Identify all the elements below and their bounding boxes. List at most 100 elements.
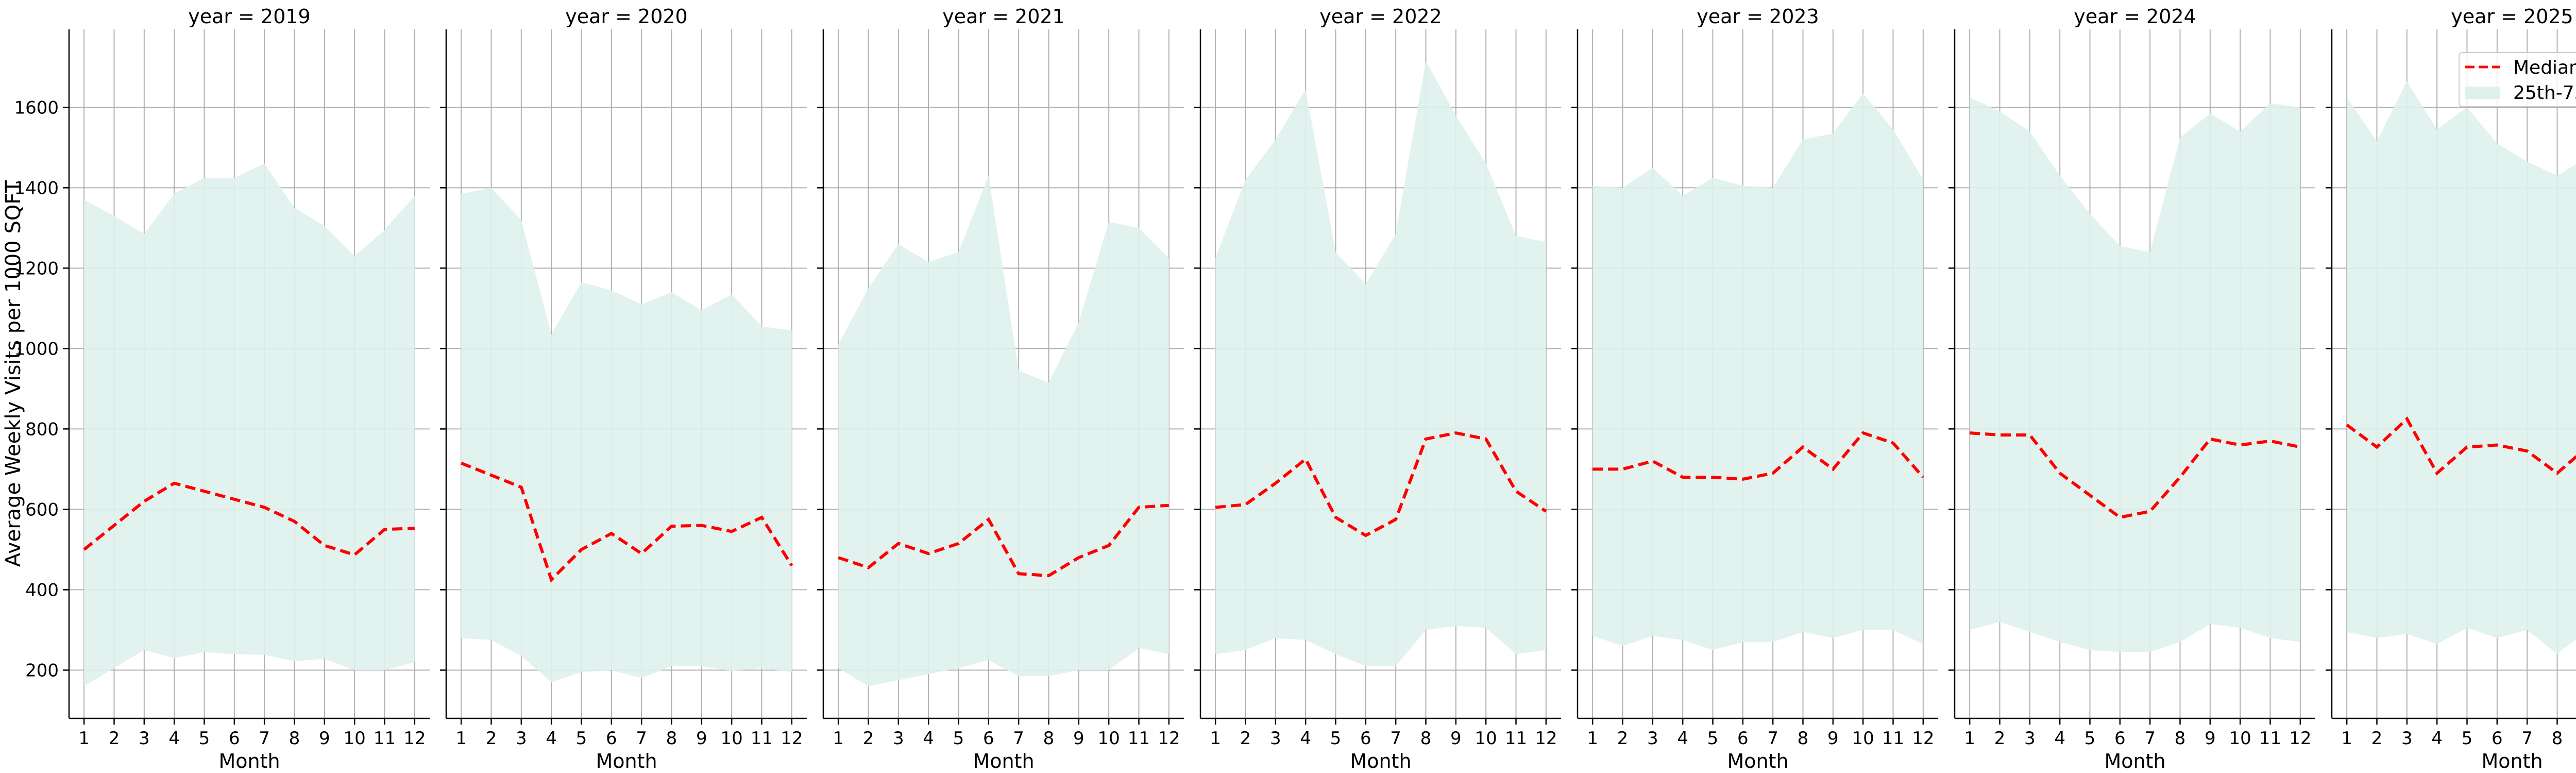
x-tick-label: 7 (636, 728, 647, 749)
x-axis-label: Month (596, 750, 657, 772)
x-tick-label: 5 (1330, 728, 1342, 749)
x-tick-label: 12 (2289, 728, 2311, 749)
x-axis-label: Month (973, 750, 1034, 772)
percentile-band (1215, 61, 1546, 666)
y-tick-label: 1000 (14, 339, 59, 359)
percentile-band (461, 188, 792, 682)
x-tick-label: 5 (576, 728, 587, 749)
x-tick-label: 5 (953, 728, 964, 749)
x-tick-label: 3 (2024, 728, 2036, 749)
x-tick-label: 7 (259, 728, 270, 749)
x-tick-label: 4 (2054, 728, 2065, 749)
median-line (838, 503, 1170, 578)
x-tick-label: 8 (1043, 728, 1055, 749)
panel-title: year = 2022 (1319, 5, 1442, 28)
x-tick-label: 7 (2144, 728, 2156, 749)
median-line (1969, 431, 2301, 519)
x-tick-label: 8 (289, 728, 300, 749)
y-tick-label: 200 (25, 660, 59, 681)
median-line (83, 481, 415, 557)
x-tick-label: 9 (2205, 728, 2216, 749)
percentile-band (2347, 81, 2576, 654)
x-tick-label: 11 (2259, 728, 2281, 749)
x-tick-label: 10 (1852, 728, 1874, 749)
x-tick-label: 6 (1360, 728, 1371, 749)
x-tick-label: 10 (344, 728, 366, 749)
x-tick-label: 3 (1270, 728, 1281, 749)
legend-band-label: 25th-75th Percentile (2513, 82, 2576, 104)
x-tick-label: 1 (455, 728, 467, 749)
x-tick-label: 12 (1158, 728, 1180, 749)
panel-title: year = 2023 (1697, 5, 1819, 28)
x-tick-label: 2 (2371, 728, 2383, 749)
x-axis-label: Month (218, 750, 280, 772)
x-tick-label: 6 (229, 728, 240, 749)
x-tick-label: 1 (1964, 728, 1975, 749)
x-tick-label: 5 (1707, 728, 1719, 749)
x-tick-label: 1 (2341, 728, 2352, 749)
percentile-band (1970, 97, 2300, 652)
panel-title: year = 2020 (565, 5, 687, 28)
x-tick-label: 4 (2431, 728, 2443, 749)
x-tick-label: 8 (666, 728, 677, 749)
x-tick-label: 9 (1450, 728, 1462, 749)
x-tick-label: 12 (781, 728, 803, 749)
panel-title: year = 2019 (188, 5, 310, 28)
median-line (1215, 431, 1547, 537)
legend-median-label: Median (2513, 57, 2576, 78)
panel-title: year = 2021 (942, 5, 1064, 28)
x-tick-label: 10 (1475, 728, 1497, 749)
x-tick-label: 10 (1098, 728, 1120, 749)
x-tick-label: 2 (1617, 728, 1629, 749)
x-tick-label: 8 (1798, 728, 1809, 749)
x-tick-label: 6 (606, 728, 617, 749)
x-tick-label: 3 (516, 728, 527, 749)
percentile-band (1592, 93, 1923, 650)
x-tick-label: 3 (893, 728, 904, 749)
x-axis-label: Month (1727, 750, 1788, 772)
panel-title: year = 2025 (2451, 5, 2573, 28)
x-tick-label: 3 (2401, 728, 2413, 749)
x-tick-label: 2 (1240, 728, 1251, 749)
y-axis-label: Average Weekly Visits per 1000 SQFT (2, 180, 25, 567)
x-tick-label: 3 (139, 728, 150, 749)
x-tick-label: 8 (1420, 728, 1432, 749)
x-tick-label: 12 (1535, 728, 1557, 749)
x-tick-label: 1 (1587, 728, 1598, 749)
x-tick-label: 6 (983, 728, 994, 749)
y-tick-label: 1600 (14, 97, 59, 118)
panel-title: year = 2024 (2074, 5, 2196, 28)
median-line (461, 461, 793, 583)
legend: Median 25th-75th Percentile (2459, 52, 2576, 107)
x-axis-label: Month (2481, 750, 2543, 772)
x-tick-label: 9 (696, 728, 707, 749)
median-line (1592, 431, 1925, 481)
x-tick-label: 4 (168, 728, 180, 749)
x-tick-label: 2 (863, 728, 874, 749)
x-tick-label: 4 (1677, 728, 1688, 749)
x-tick-label: 2 (1994, 728, 2006, 749)
y-tick-label: 800 (25, 419, 59, 440)
y-tick-label: 1400 (14, 178, 59, 198)
x-tick-label: 7 (1013, 728, 1024, 749)
x-tick-label: 4 (546, 728, 557, 749)
x-axis-label: Month (2104, 750, 2165, 772)
x-tick-label: 1 (78, 728, 90, 749)
percentile-band (84, 163, 415, 686)
x-tick-label: 11 (1882, 728, 1904, 749)
x-tick-label: 11 (374, 728, 396, 749)
x-tick-label: 11 (1505, 728, 1527, 749)
x-tick-label: 10 (2229, 728, 2251, 749)
x-tick-label: 11 (1128, 728, 1150, 749)
x-tick-label: 7 (1390, 728, 1401, 749)
y-tick-label: 600 (25, 499, 59, 520)
x-tick-label: 5 (2462, 728, 2473, 749)
x-tick-label: 7 (1767, 728, 1778, 749)
percentile-band (838, 175, 1169, 686)
